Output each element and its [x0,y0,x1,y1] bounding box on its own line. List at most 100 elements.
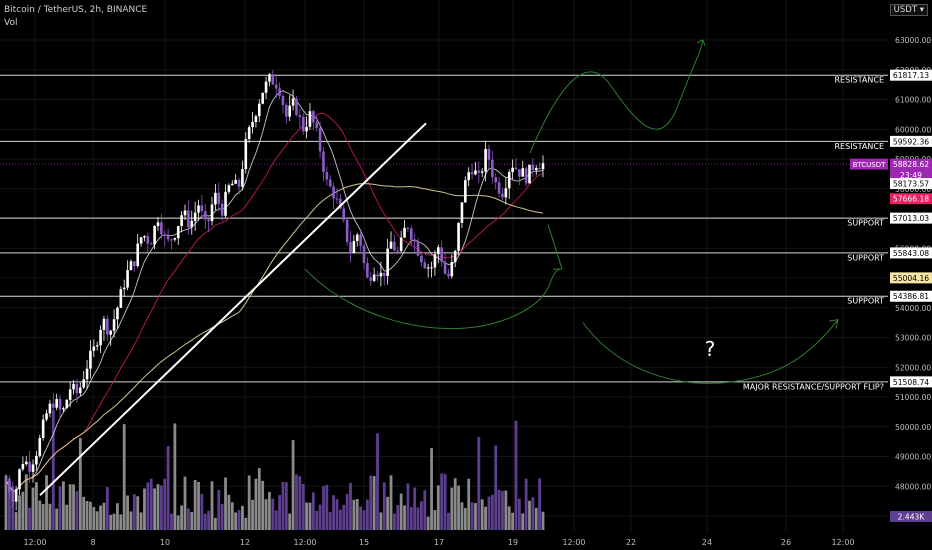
candle-body [146,236,150,244]
volume-bar [524,478,528,530]
currency-button[interactable]: USDT ▾ [889,4,928,16]
ma-mid-line [5,112,544,492]
chart-header: Bitcoin / TetherUS, 2h, BINANCE Vol [4,4,147,30]
candle-body [301,116,305,132]
volume-bar [420,501,423,530]
symbol-title[interactable]: Bitcoin / TetherUS, 2h, BINANCE [4,5,148,15]
candle-body [183,210,187,216]
volume-bar [490,494,494,530]
candle-body [21,464,25,470]
candle-body [139,237,143,244]
candle-body [116,307,119,320]
candle-body [119,289,123,308]
candle-body [379,272,383,277]
volume-bar [241,505,244,530]
candle-body [200,205,204,212]
candle-body [328,179,332,187]
candle-body [447,273,450,277]
candle-body [312,111,315,123]
volume-bar [65,504,69,530]
candle-body [48,403,52,414]
candle-body [497,182,501,194]
projection-arrow-low [547,224,563,270]
candle-body [352,241,356,253]
volume-bar [251,499,254,530]
candle-body [507,172,511,189]
candle-body [453,250,457,262]
volume-bar [48,503,52,530]
volume-bar [180,505,184,530]
candle-body [24,461,28,465]
time-axis[interactable]: 12:00 8 10 12 12:00 15 17 19 12:00 22 24 26 12:00 [23,538,854,547]
candle-body [372,274,376,281]
candle-body [349,241,352,253]
volume-bar [355,499,359,530]
volume-bar [315,510,319,530]
volume-indicator-label[interactable]: Vol [4,18,18,28]
candle-body [335,198,339,200]
volume-bar [409,507,413,530]
candle-body [176,226,180,239]
volume-bar [268,491,271,530]
volume-bar [389,475,393,530]
volume-bar [426,516,430,530]
candle-body [423,262,427,269]
grid [0,0,888,532]
volume-bar [436,485,440,530]
level-price-tag [890,376,932,388]
candle-body [207,219,210,222]
candle-body [45,413,48,420]
time-tick-label: 10 [160,538,170,547]
volume-bars [4,410,545,530]
volume-bar [281,481,285,530]
volume-bar [244,517,248,530]
candle-body [271,74,275,85]
volume-bar [190,511,194,530]
volume-bar [463,507,467,530]
candle-body [433,254,437,268]
time-tick-label: 26 [781,538,791,547]
volume-bar [45,475,48,530]
candle-body [470,172,474,175]
level-price-tag-text: 51508.74 [893,378,929,387]
volume-bar [379,512,383,530]
candle-body [166,235,170,240]
candle-body [153,225,156,245]
candle-body [440,247,443,262]
volume-bar [501,490,504,530]
candle-body [31,464,35,472]
volume-bar [207,510,211,530]
candles [4,69,545,511]
candle-body [254,116,258,123]
candle-body [251,122,254,128]
candle-body [342,208,346,220]
volume-bar [28,507,32,530]
volume-bar [494,445,498,530]
volume-bar [72,484,75,530]
volume-bar [89,501,92,530]
volume-bar [224,477,227,530]
volume-bar [403,505,406,530]
price-axis[interactable]: 63000.0062000.0061000.0060000.0059000.00… [850,0,932,550]
volume-bar [328,511,332,530]
projection-arrow-high [696,39,706,47]
volume-bar [338,509,342,530]
candle-body [79,387,82,394]
level-price-tag [890,247,932,259]
volume-bar [217,490,221,530]
volume-bar [51,410,55,530]
volume-bar [99,505,102,530]
level-price-tag [890,69,932,81]
candle-body [62,408,65,410]
candle-body [241,169,244,187]
volume-bar [176,515,180,530]
volume-bar [34,482,38,530]
volume-bar [332,495,336,530]
candle-body [430,267,433,269]
drawings: ? [39,39,839,496]
volume-bar [200,493,204,530]
candle-body [214,192,217,205]
time-tick-label: 24 [702,538,712,547]
volume-bar [105,487,109,530]
